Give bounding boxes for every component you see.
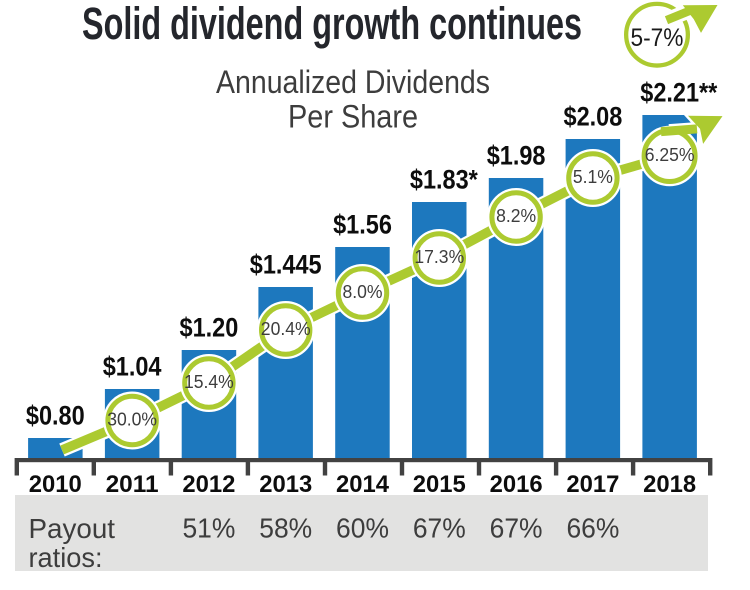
svg-text:2013: 2013 bbox=[259, 471, 312, 498]
svg-text:$2.21**: $2.21** bbox=[640, 78, 717, 108]
svg-text:60%: 60% bbox=[336, 513, 389, 544]
svg-text:$2.08: $2.08 bbox=[564, 102, 623, 132]
svg-text:67%: 67% bbox=[413, 513, 466, 544]
svg-text:66%: 66% bbox=[566, 513, 619, 544]
svg-text:51%: 51% bbox=[182, 513, 235, 544]
svg-text:$1.56: $1.56 bbox=[333, 210, 392, 240]
svg-text:2010: 2010 bbox=[29, 471, 82, 498]
svg-text:58%: 58% bbox=[259, 513, 312, 544]
svg-text:2017: 2017 bbox=[566, 471, 619, 498]
svg-text:2014: 2014 bbox=[336, 471, 390, 498]
svg-text:$1.98: $1.98 bbox=[487, 141, 546, 171]
svg-text:8.2%: 8.2% bbox=[496, 206, 536, 226]
svg-text:Solid dividend growth continue: Solid dividend growth continues bbox=[82, 0, 582, 49]
svg-text:$1.445: $1.445 bbox=[250, 250, 322, 280]
svg-text:2012: 2012 bbox=[182, 471, 235, 498]
svg-text:Per Share: Per Share bbox=[288, 99, 418, 135]
svg-text:2011: 2011 bbox=[106, 471, 159, 498]
svg-text:17.3%: 17.3% bbox=[414, 247, 464, 267]
svg-text:$0.80: $0.80 bbox=[26, 401, 85, 431]
svg-text:$1.20: $1.20 bbox=[180, 313, 239, 343]
svg-text:67%: 67% bbox=[490, 513, 543, 544]
svg-text:Payout: Payout bbox=[29, 513, 116, 544]
svg-text:$1.04: $1.04 bbox=[103, 352, 162, 382]
svg-text:20.4%: 20.4% bbox=[261, 319, 311, 339]
svg-text:30.0%: 30.0% bbox=[107, 410, 157, 430]
svg-text:2015: 2015 bbox=[413, 471, 466, 498]
svg-text:Annualized Dividends: Annualized Dividends bbox=[216, 64, 490, 100]
svg-text:2018: 2018 bbox=[643, 471, 696, 498]
svg-text:ratios:: ratios: bbox=[29, 542, 103, 573]
svg-text:5.1%: 5.1% bbox=[573, 167, 613, 187]
svg-text:5-7%: 5-7% bbox=[631, 24, 684, 52]
svg-text:6.25%: 6.25% bbox=[645, 145, 695, 165]
svg-text:2016: 2016 bbox=[490, 471, 543, 498]
svg-text:8.0%: 8.0% bbox=[343, 282, 383, 302]
svg-text:$1.83*: $1.83* bbox=[410, 165, 478, 195]
svg-text:15.4%: 15.4% bbox=[184, 372, 234, 392]
